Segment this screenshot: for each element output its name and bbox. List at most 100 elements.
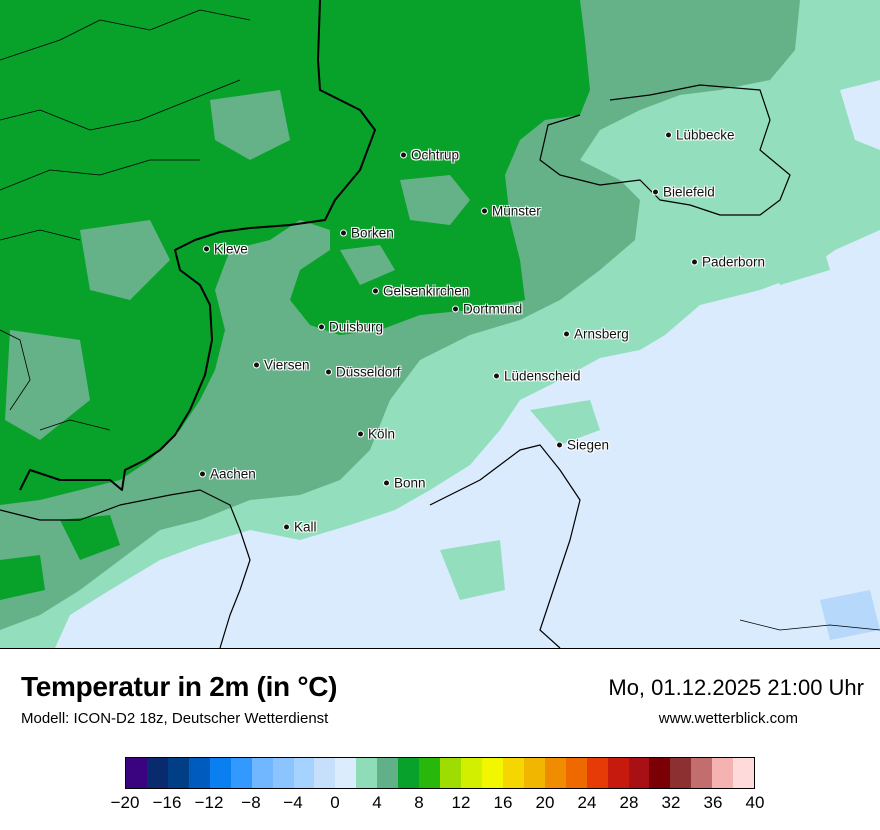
scale-tick-label: 0 bbox=[330, 793, 340, 812]
city-label: Köln bbox=[368, 426, 396, 442]
city-dot-icon bbox=[383, 479, 390, 487]
zone-dark-island-1 bbox=[60, 515, 120, 560]
city-label: Bielefeld bbox=[663, 184, 715, 200]
city-dot-icon bbox=[372, 287, 379, 295]
city-label: Siegen bbox=[567, 437, 610, 453]
scale-tick-label: 12 bbox=[451, 793, 471, 812]
zone-mid-island-1 bbox=[210, 90, 290, 160]
scale-tick-label: 28 bbox=[619, 793, 639, 812]
scale-swatch bbox=[377, 758, 399, 788]
scale-tick-label: 32 bbox=[661, 793, 681, 812]
scale-swatch bbox=[272, 758, 294, 788]
city-dot-icon bbox=[325, 368, 332, 376]
city-label: Ochtrup bbox=[411, 147, 460, 163]
scale-swatch bbox=[481, 758, 503, 788]
city-label: Borken bbox=[351, 225, 394, 241]
city-label: Dortmund bbox=[463, 301, 523, 317]
forecast-datetime: Mo, 01.12.2025 21:00 Uhr bbox=[608, 675, 864, 700]
scale-swatch bbox=[586, 758, 608, 788]
borders bbox=[0, 0, 880, 648]
scale-tick-label: −12 bbox=[194, 793, 224, 812]
city-dot-icon bbox=[203, 245, 210, 253]
state-border bbox=[0, 489, 251, 648]
scale-swatch bbox=[230, 758, 252, 788]
city-marker: Gelsenkirchen bbox=[372, 284, 469, 299]
city-marker: Münster bbox=[481, 204, 541, 219]
color-scale bbox=[125, 757, 755, 789]
zone-dark-island-2 bbox=[0, 555, 45, 600]
city-label: Viersen bbox=[264, 357, 310, 373]
city-dot-icon bbox=[340, 229, 347, 237]
scale-swatch bbox=[293, 758, 315, 788]
city-marker: Siegen bbox=[556, 438, 609, 453]
city-dot-icon bbox=[318, 323, 325, 331]
city-label: Bonn bbox=[394, 475, 426, 491]
zone-mid-island-5 bbox=[340, 245, 395, 285]
district-lines bbox=[0, 9, 880, 631]
scale-swatch bbox=[419, 758, 441, 788]
zone-mid-island-2 bbox=[400, 175, 470, 225]
scale-tick-label: 8 bbox=[414, 793, 424, 812]
scale-swatch bbox=[251, 758, 273, 788]
city-marker: Lüdenscheid bbox=[493, 369, 581, 384]
scale-swatch bbox=[440, 758, 461, 788]
city-label: Kleve bbox=[214, 241, 248, 257]
city-dot-icon bbox=[493, 372, 500, 380]
city-dot-icon bbox=[556, 441, 563, 449]
zone-mid-island-3 bbox=[80, 220, 170, 300]
scale-tick-label: 4 bbox=[372, 793, 382, 812]
scale-swatch bbox=[356, 758, 378, 788]
city-marker: Viersen bbox=[253, 358, 310, 373]
city-dot-icon bbox=[253, 361, 260, 369]
zone-pale-patch bbox=[840, 80, 880, 150]
city-dot-icon bbox=[652, 188, 659, 196]
scale-swatch bbox=[146, 758, 168, 788]
scale-tick-label: 36 bbox=[703, 793, 723, 812]
city-dot-icon bbox=[691, 258, 698, 266]
zone-mid-island-4 bbox=[5, 330, 90, 440]
legend-footer: Temperatur in 2m (in °C) Modell: ICON-D2… bbox=[0, 649, 880, 830]
scale-tick-label: −8 bbox=[241, 793, 261, 812]
scale-swatch bbox=[649, 758, 671, 788]
scale-swatch bbox=[733, 758, 755, 788]
zone-light-patch-3 bbox=[760, 235, 830, 285]
scale-ticks: −20 −16 −12 −8 −4 0 4 8 12 16 20 24 28 32 36 40 bbox=[111, 793, 765, 817]
zone-light-blue-patch bbox=[820, 590, 880, 640]
city-label: Lüdenscheid bbox=[504, 368, 581, 384]
city-label: Kall bbox=[294, 519, 317, 535]
scale-swatch bbox=[167, 758, 189, 788]
temperature-field bbox=[0, 0, 880, 648]
scale-swatch bbox=[565, 758, 587, 788]
city-dot-icon bbox=[563, 330, 570, 338]
national-border bbox=[19, 0, 376, 491]
city-label: Lübbecke bbox=[676, 127, 735, 143]
model-subtitle: Modell: ICON-D2 18z, Deutscher Wetterdie… bbox=[21, 710, 329, 727]
scale-swatch bbox=[502, 758, 524, 788]
scale-tick-label: −16 bbox=[152, 793, 182, 812]
scale-swatch bbox=[314, 758, 336, 788]
scale-tick-label: 20 bbox=[535, 793, 555, 812]
city-dot-icon bbox=[452, 305, 459, 313]
zone-light-patch-2 bbox=[530, 400, 600, 445]
city-dot-icon bbox=[283, 523, 290, 531]
city-marker: Kleve bbox=[203, 242, 248, 257]
city-dot-icon bbox=[400, 151, 407, 159]
scale-tick-label: −20 bbox=[110, 793, 140, 812]
weather-map bbox=[0, 0, 880, 649]
city-dot-icon bbox=[357, 430, 364, 438]
scale-tick-label: 40 bbox=[745, 793, 765, 812]
scale-swatch bbox=[188, 758, 210, 788]
scale-tick-label: 16 bbox=[493, 793, 513, 812]
state-border-north bbox=[539, 84, 791, 216]
scale-swatch bbox=[126, 758, 147, 788]
scale-swatch bbox=[398, 758, 420, 788]
scale-swatch bbox=[670, 758, 692, 788]
website-label: www.wetterblick.com bbox=[658, 710, 798, 727]
city-marker: Borken bbox=[340, 226, 394, 241]
city-dot-icon bbox=[665, 131, 672, 139]
city-marker: Arnsberg bbox=[563, 327, 629, 342]
city-label: Düsseldorf bbox=[336, 364, 401, 380]
scale-swatch bbox=[209, 758, 231, 788]
city-label: Gelsenkirchen bbox=[383, 283, 470, 299]
city-marker: Bielefeld bbox=[652, 185, 715, 200]
